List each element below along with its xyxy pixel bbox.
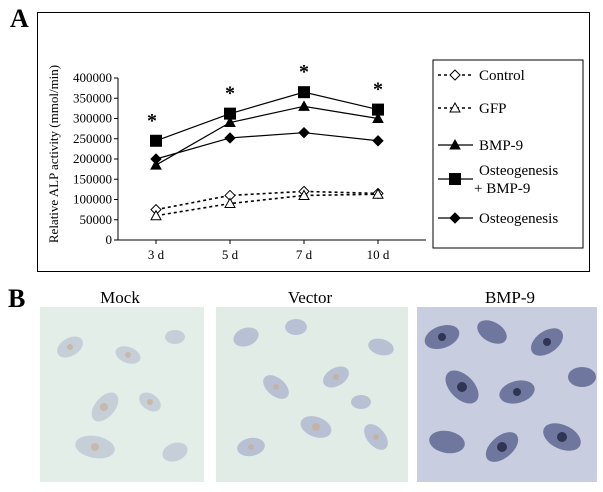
point-bmp-9-2 xyxy=(298,100,310,111)
point-osteogenesis-bmp-9-0 xyxy=(150,134,162,147)
legend-marker-control xyxy=(449,69,461,81)
bmp9-image-label: BMP-9 xyxy=(484,288,536,307)
significance-star-0: * xyxy=(147,110,157,132)
legend-label-bmp-9: BMP-9 xyxy=(479,138,523,154)
series-line-bmp-9 xyxy=(155,105,379,166)
y-tick-label-6: 300000 xyxy=(73,111,112,126)
legend-marker-osteogenesis xyxy=(449,212,461,224)
panel-b-letter: B xyxy=(8,284,26,313)
y-tick-label-1: 50000 xyxy=(80,212,113,227)
series-line-osteogenesis-bmp-9 xyxy=(155,91,379,142)
x-tick-label-0: 3 d xyxy=(148,247,165,262)
panel-a-letter: A xyxy=(10,4,29,33)
y-tick-label-5: 250000 xyxy=(73,131,112,146)
series-line-osteogenesis xyxy=(155,132,379,160)
point-osteogenesis-0 xyxy=(150,153,162,165)
y-tick-label-7: 350000 xyxy=(73,90,112,105)
significance-star-2: * xyxy=(299,61,309,83)
significance-star-1: * xyxy=(225,83,235,105)
point-osteogenesis-3 xyxy=(372,135,384,147)
point-gfp-3 xyxy=(372,188,384,199)
legend-marker-osteogenesis-bmp-9 xyxy=(449,173,461,185)
y-tick-label-3: 150000 xyxy=(73,171,112,186)
alp-activity-chart: 0 50000 100000 150000 200000 250000 300000 3500… xyxy=(46,59,584,262)
point-bmp-9-3 xyxy=(372,112,384,123)
point-osteogenesis-bmp-9-3 xyxy=(372,103,384,116)
point-osteogenesis-1 xyxy=(224,132,236,144)
series-line-control xyxy=(155,190,379,211)
mock-micrograph xyxy=(40,307,204,482)
x-tick-label-1: 5 d xyxy=(222,247,239,262)
vector-micrograph xyxy=(216,307,408,482)
mock-image-label: Mock xyxy=(100,288,140,307)
point-gfp-1 xyxy=(224,197,236,209)
x-tick-label-2: 7 d xyxy=(296,247,313,262)
point-osteogenesis-2 xyxy=(298,126,310,139)
significance-star-3: * xyxy=(373,79,383,101)
alp-activity-chart-frame: 0 50000 100000 150000 200000 250000 300000 3500… xyxy=(37,12,590,272)
y-axis-label: Relative ALP activity (mmol/min) xyxy=(46,65,61,243)
legend-label-control: Control xyxy=(479,68,525,84)
legend-label-gfp: GFP xyxy=(479,101,507,117)
y-tick-label-2: 100000 xyxy=(73,192,112,207)
point-osteogenesis-bmp-9-1 xyxy=(224,107,236,120)
y-tick-label-8: 400000 xyxy=(73,70,112,85)
bmp9-micrograph xyxy=(417,307,597,482)
vector-image-label: Vector xyxy=(287,288,333,307)
point-bmp-9-1 xyxy=(224,116,236,128)
series-line-gfp xyxy=(155,193,379,217)
point-gfp-2 xyxy=(298,189,310,200)
legend-label-osteogenesis-bmp-9: Osteogenesis + BMP-9 xyxy=(474,163,558,197)
y-tick-label-4: 200000 xyxy=(73,151,112,166)
point-gfp-0 xyxy=(150,209,162,221)
y-tick-label-0: 0 xyxy=(106,232,113,247)
legend-marker-gfp xyxy=(449,101,461,113)
x-tick-label-3: 10 d xyxy=(367,247,390,262)
point-osteogenesis-bmp-9-2 xyxy=(298,86,310,99)
legend-marker-bmp-9 xyxy=(449,138,461,150)
legend-label-osteogenesis: Osteogenesis xyxy=(479,211,558,227)
